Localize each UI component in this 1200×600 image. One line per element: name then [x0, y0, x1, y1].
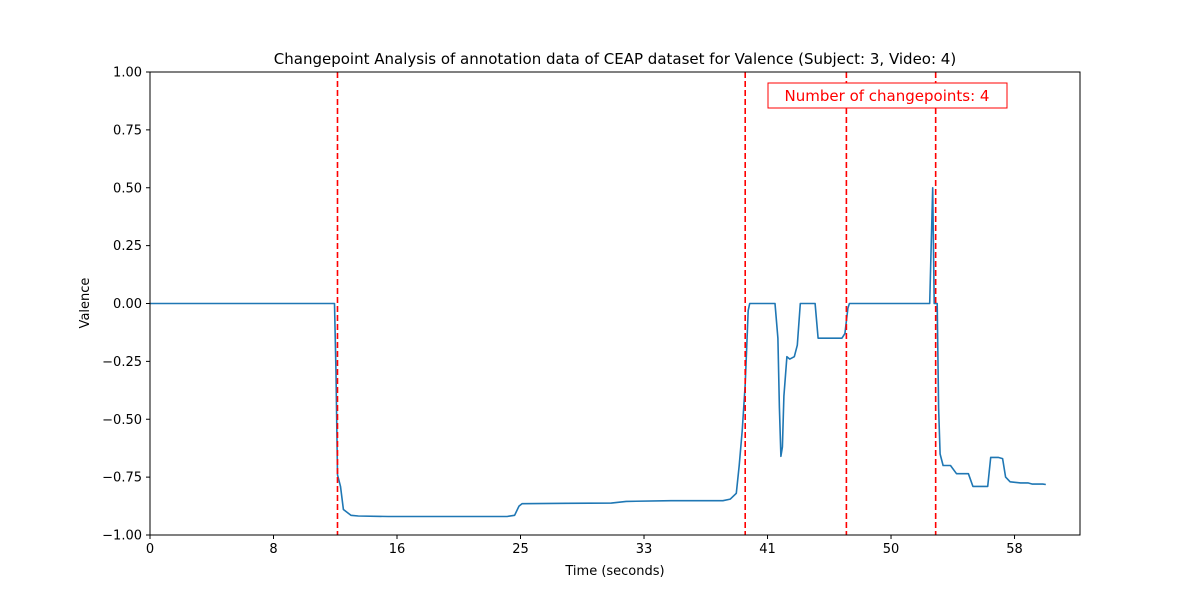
chart-title: Changepoint Analysis of annotation data …: [274, 50, 956, 68]
x-tick-label: 50: [883, 542, 900, 557]
axes: 0 8 16 25 33 41 50 58 −1.00 −0.75 −0.50 −0.25 0.00 0.…: [102, 66, 1081, 557]
changepoint-count-label: Number of changepoints: 4: [785, 87, 990, 105]
y-tick-label: −0.25: [102, 355, 142, 370]
x-tick-label: 58: [1006, 542, 1023, 557]
changepoint-count-box: [767, 82, 1008, 109]
x-tick-label: 41: [759, 542, 776, 557]
y-tick-label: 0.50: [113, 181, 142, 196]
x-tick-label: 16: [389, 542, 406, 557]
series-line-1: [150, 187, 1046, 518]
plot-marks: [150, 72, 1046, 535]
y-tick-label: 1.00: [113, 66, 142, 81]
y-tick-label: −0.75: [102, 471, 142, 486]
x-axis-label: Time (seconds): [564, 564, 664, 579]
y-tick-label: 0.25: [113, 239, 142, 254]
y-tick-label: 0.00: [113, 297, 142, 312]
x-tick-label: 8: [269, 542, 277, 557]
x-tick-label: 25: [512, 542, 529, 557]
x-tick-label: 33: [636, 542, 653, 557]
y-tick-label: −1.00: [102, 529, 142, 544]
y-tick-label: −0.50: [102, 413, 142, 428]
y-axis-label: Valence: [78, 278, 93, 329]
y-tick-label: 0.75: [113, 123, 142, 138]
x-tick-label: 0: [146, 542, 154, 557]
